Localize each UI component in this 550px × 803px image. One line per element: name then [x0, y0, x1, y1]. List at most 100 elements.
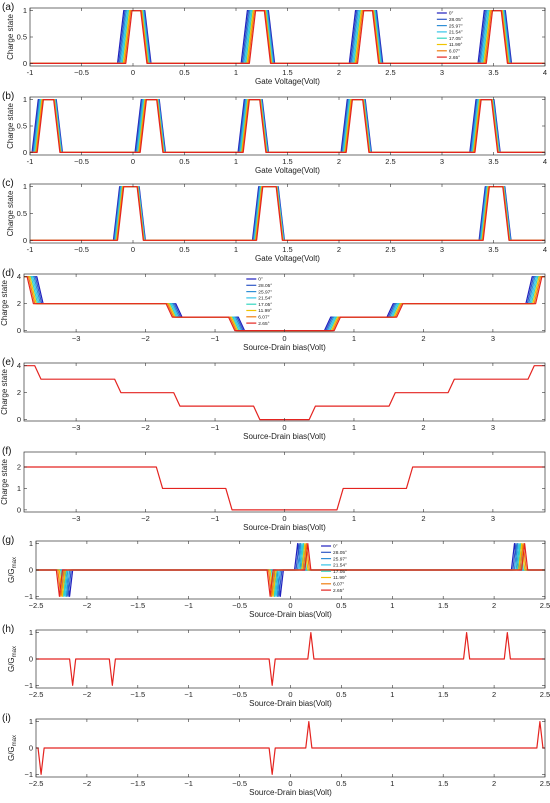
y-tick-label-i-0: −1 [24, 770, 33, 779]
x-tick-label-f-4: 1 [352, 514, 356, 523]
x-tick-label-a-10: 4 [543, 68, 547, 77]
x-tick-label-h-6: 0.5 [336, 690, 346, 699]
y-axis-label-f: Charge state [0, 459, 9, 505]
x-tick-label-b-8: 3 [440, 157, 444, 166]
x-tick-label-g-5: 0 [288, 601, 292, 610]
series-line-a-5 [30, 10, 545, 64]
x-tick-label-b-4: 1 [234, 157, 238, 166]
x-tick-label-f-6: 3 [491, 514, 495, 523]
series-line-e-7 [24, 365, 545, 421]
legend-label-a-3: 21.54° [449, 30, 463, 36]
y-axis-label-b: Charge state [6, 103, 15, 149]
legend-label-g-0: 0° [333, 544, 338, 550]
x-tick-label-a-7: 2.5 [385, 68, 395, 77]
series-line-b-2 [30, 99, 545, 153]
series-line-a-3 [30, 10, 545, 64]
series-line-g-7 [36, 543, 545, 597]
y-tick-label-b-2: 1 [23, 95, 27, 104]
legend-label-g-3: 21.54° [333, 563, 347, 569]
y-tick-label-e-0: 0 [17, 415, 21, 424]
series-line-b-3 [30, 99, 545, 153]
y-tick-label-a-0: 0 [23, 59, 27, 68]
x-tick-label-h-1: −2 [83, 690, 92, 699]
x-tick-label-d-1: −2 [141, 334, 150, 343]
series-line-a-4 [30, 10, 545, 64]
panel-letter-d: (d) [2, 268, 14, 279]
legend-label-d-3: 21.54° [258, 296, 272, 302]
x-tick-label-e-6: 3 [491, 423, 495, 432]
x-tick-label-f-1: −2 [141, 514, 150, 523]
y-axis-label-sub-i: max [12, 735, 18, 746]
x-tick-label-i-2: −1.5 [130, 779, 145, 788]
x-axis-label-d: Source-Drain bias(Volt) [243, 343, 326, 352]
x-tick-label-g-6: 0.5 [336, 601, 346, 610]
y-axis-label-d: Charge state [0, 280, 9, 326]
legend-label-a-0: 0° [449, 11, 454, 17]
y-tick-label-d-2: 4 [17, 272, 21, 281]
x-tick-label-i-10: 2.5 [540, 779, 550, 788]
legend-label-g-7: 2.65° [333, 588, 344, 594]
x-tick-label-f-0: −3 [72, 514, 81, 523]
y-tick-label-d-1: 2 [17, 299, 21, 308]
x-tick-label-i-4: −0.5 [232, 779, 247, 788]
legend-d: 0°28.05°25.97°21.54°17.05°11.99°6.07°2.6… [246, 277, 272, 327]
legend-label-a-6: 6.07° [449, 49, 460, 55]
legend-label-g-2: 25.97° [333, 556, 347, 562]
axes-frame-b [29, 96, 546, 156]
legend-g: 0°28.05°25.97°21.54°17.05°11.99°6.07°2.6… [321, 544, 347, 594]
legend-label-d-1: 28.05° [258, 283, 272, 289]
y-tick-label-f-2: 2 [17, 463, 21, 472]
x-tick-label-i-9: 2 [492, 779, 496, 788]
x-tick-label-e-1: −2 [141, 423, 150, 432]
y-axis-label-h: G/Gmax [7, 646, 18, 672]
x-tick-label-g-1: −2 [83, 601, 92, 610]
panel-letter-c: (c) [2, 178, 14, 189]
series-line-a-6 [30, 10, 545, 64]
y-tick-label-e-2: 4 [17, 361, 21, 370]
panel-b: -1 −0.5 0 0.5 1 1.5 2 2.5 3 3.5 4 0 0.5 1 Gate Voltage… [2, 91, 547, 175]
y-axis-label-i: G/Gmax [7, 735, 18, 761]
panel-letter-f: (f) [2, 446, 11, 457]
x-tick-label-b-7: 2.5 [385, 157, 395, 166]
y-tick-label-f-0: 0 [17, 505, 21, 514]
x-tick-label-d-3: 0 [282, 334, 286, 343]
axes-frame-c [29, 183, 546, 244]
y-tick-label-h-2: 1 [29, 628, 33, 637]
x-tick-label-c-9: 3.5 [488, 245, 498, 254]
x-tick-label-g-9: 2 [492, 601, 496, 610]
x-axis-label-f: Source-Drain bias(Volt) [243, 523, 326, 532]
series-line-c-5 [30, 186, 545, 241]
series-line-f-7 [24, 466, 545, 511]
x-tick-label-c-7: 2.5 [385, 245, 395, 254]
x-tick-label-b-6: 2 [337, 157, 341, 166]
x-tick-label-c-1: −0.5 [74, 245, 89, 254]
series-line-c-3 [30, 186, 545, 241]
x-tick-label-a-8: 3 [440, 68, 444, 77]
x-tick-label-a-4: 1 [234, 68, 238, 77]
x-tick-label-d-5: 2 [421, 334, 425, 343]
x-tick-label-b-10: 4 [543, 157, 547, 166]
panel-g: −2.5 −2 −1.5 −1 −0.5 0 0.5 1 1.5 2 2.5 −1 0 1 Source-D… [2, 535, 550, 619]
axes-frame-f [23, 451, 546, 513]
axes-frame-e [23, 362, 546, 422]
axes-frame-a [29, 7, 546, 67]
legend-label-d-6: 6.07° [258, 315, 269, 321]
legend-label-g-5: 11.99° [333, 575, 347, 581]
y-tick-label-c-1: 0.5 [17, 209, 27, 218]
x-tick-label-c-8: 3 [440, 245, 444, 254]
x-tick-label-h-8: 1.5 [438, 690, 448, 699]
x-tick-label-g-3: −1 [184, 601, 193, 610]
series-line-b-1 [30, 99, 545, 153]
x-tick-label-b-1: −0.5 [74, 157, 89, 166]
y-axis-label-c: Charge state [6, 190, 15, 236]
legend-label-a-2: 25.97° [449, 23, 463, 29]
panel-letter-b: (b) [2, 91, 14, 102]
y-axis-label-a: Charge state [6, 14, 15, 60]
x-tick-label-a-9: 3.5 [488, 68, 498, 77]
x-tick-label-c-3: 0.5 [179, 245, 189, 254]
legend-label-a-7: 2.65° [449, 55, 460, 61]
series-line-b-0 [30, 99, 545, 153]
x-tick-label-a-5: 1.5 [282, 68, 292, 77]
legend-label-d-2: 25.97° [258, 289, 272, 295]
